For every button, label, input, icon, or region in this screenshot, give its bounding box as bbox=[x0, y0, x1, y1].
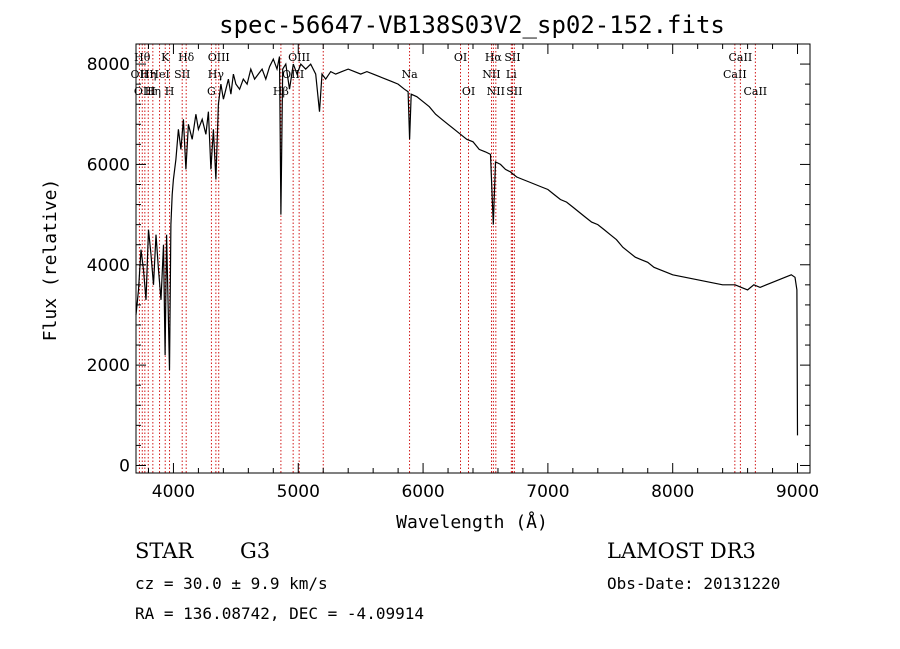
axis-ticks: 4000 5000 6000 7000 8000 9000 0 2000 4000 6000 800… bbox=[87, 43, 819, 502]
y-tick-label: 6000 bbox=[87, 155, 130, 175]
x-axis-label: Wavelength (Å) bbox=[396, 511, 548, 533]
spectral-line-label: NII bbox=[482, 68, 500, 81]
coordinates: RA = 136.08742, DEC = -4.09914 bbox=[135, 604, 424, 623]
spectral-line-label: OI bbox=[462, 85, 475, 98]
x-tick-label: 9000 bbox=[776, 482, 819, 502]
object-subclass: G3 bbox=[240, 539, 271, 563]
redshift-velocity: cz = 30.0 ± 9.9 km/s bbox=[135, 574, 328, 593]
spectral-line-markers bbox=[138, 44, 756, 473]
y-tick-label: 4000 bbox=[87, 256, 130, 276]
chart-title: spec-56647-VB138S03V2_sp02-152.fits bbox=[219, 11, 725, 39]
observation-date: Obs-Date: 20131220 bbox=[607, 574, 781, 593]
spectral-line-label: SII bbox=[504, 51, 520, 64]
y-tick-label: 2000 bbox=[87, 356, 130, 376]
spectral-line-label: OIII bbox=[288, 51, 310, 64]
y-tick-label: 8000 bbox=[87, 55, 130, 75]
x-tick-label: 8000 bbox=[651, 482, 694, 502]
spectral-line-label: Hη bbox=[140, 68, 156, 81]
y-axis-label: Flux (relative) bbox=[40, 179, 61, 342]
spectral-line-label: OI bbox=[454, 51, 467, 64]
spectral-line-label: NII bbox=[487, 85, 505, 98]
spectral-line-label: Hη bbox=[145, 85, 161, 98]
spectral-line-label: Hθ bbox=[134, 51, 151, 64]
spectral-line-label: H bbox=[165, 85, 175, 98]
spectrum-chart: spec-56647-VB138S03V2_sp02-152.fits 4000… bbox=[40, 11, 819, 533]
plot-frame bbox=[135, 43, 811, 474]
x-tick-label: 4000 bbox=[152, 482, 195, 502]
spectral-line-label: OIII bbox=[282, 68, 304, 81]
y-tick-label: 0 bbox=[119, 456, 130, 476]
spectral-line-label: CaII bbox=[723, 68, 747, 81]
spectral-line-label: CaII bbox=[729, 51, 753, 64]
survey-name: LAMOST DR3 bbox=[607, 539, 756, 563]
spectral-line-label: Hα bbox=[485, 51, 503, 64]
spectral-line-labels: OIIHθOIIIHηHηHeIKHSIIHδGHγOIIIHβOIIIOIII… bbox=[131, 51, 768, 98]
spectral-line-label: OIII bbox=[134, 85, 156, 98]
spectral-line-label: Li bbox=[506, 68, 517, 81]
x-tick-label: 5000 bbox=[277, 482, 320, 502]
object-class: STAR bbox=[135, 539, 194, 563]
spectral-line-label: G bbox=[207, 85, 216, 98]
spectral-line-label: Hδ bbox=[178, 51, 195, 64]
spectral-line-label: HeI bbox=[149, 68, 169, 81]
x-tick-label: 6000 bbox=[401, 482, 444, 502]
spectrum-series bbox=[135, 56, 799, 436]
spectral-line-label: Hγ bbox=[208, 68, 225, 81]
x-tick-label: 7000 bbox=[526, 482, 569, 502]
spectral-line-label: SII bbox=[506, 85, 522, 98]
spectral-line-label: CaII bbox=[743, 85, 767, 98]
spectral-line-label: Na bbox=[402, 68, 419, 81]
spectral-line-label: OII bbox=[131, 68, 149, 81]
spectral-line-label: OIII bbox=[208, 51, 230, 64]
spectral-line-label: SII bbox=[174, 68, 190, 81]
spectral-line-label: Hβ bbox=[273, 85, 289, 98]
spectral-line-label: K bbox=[161, 51, 170, 64]
